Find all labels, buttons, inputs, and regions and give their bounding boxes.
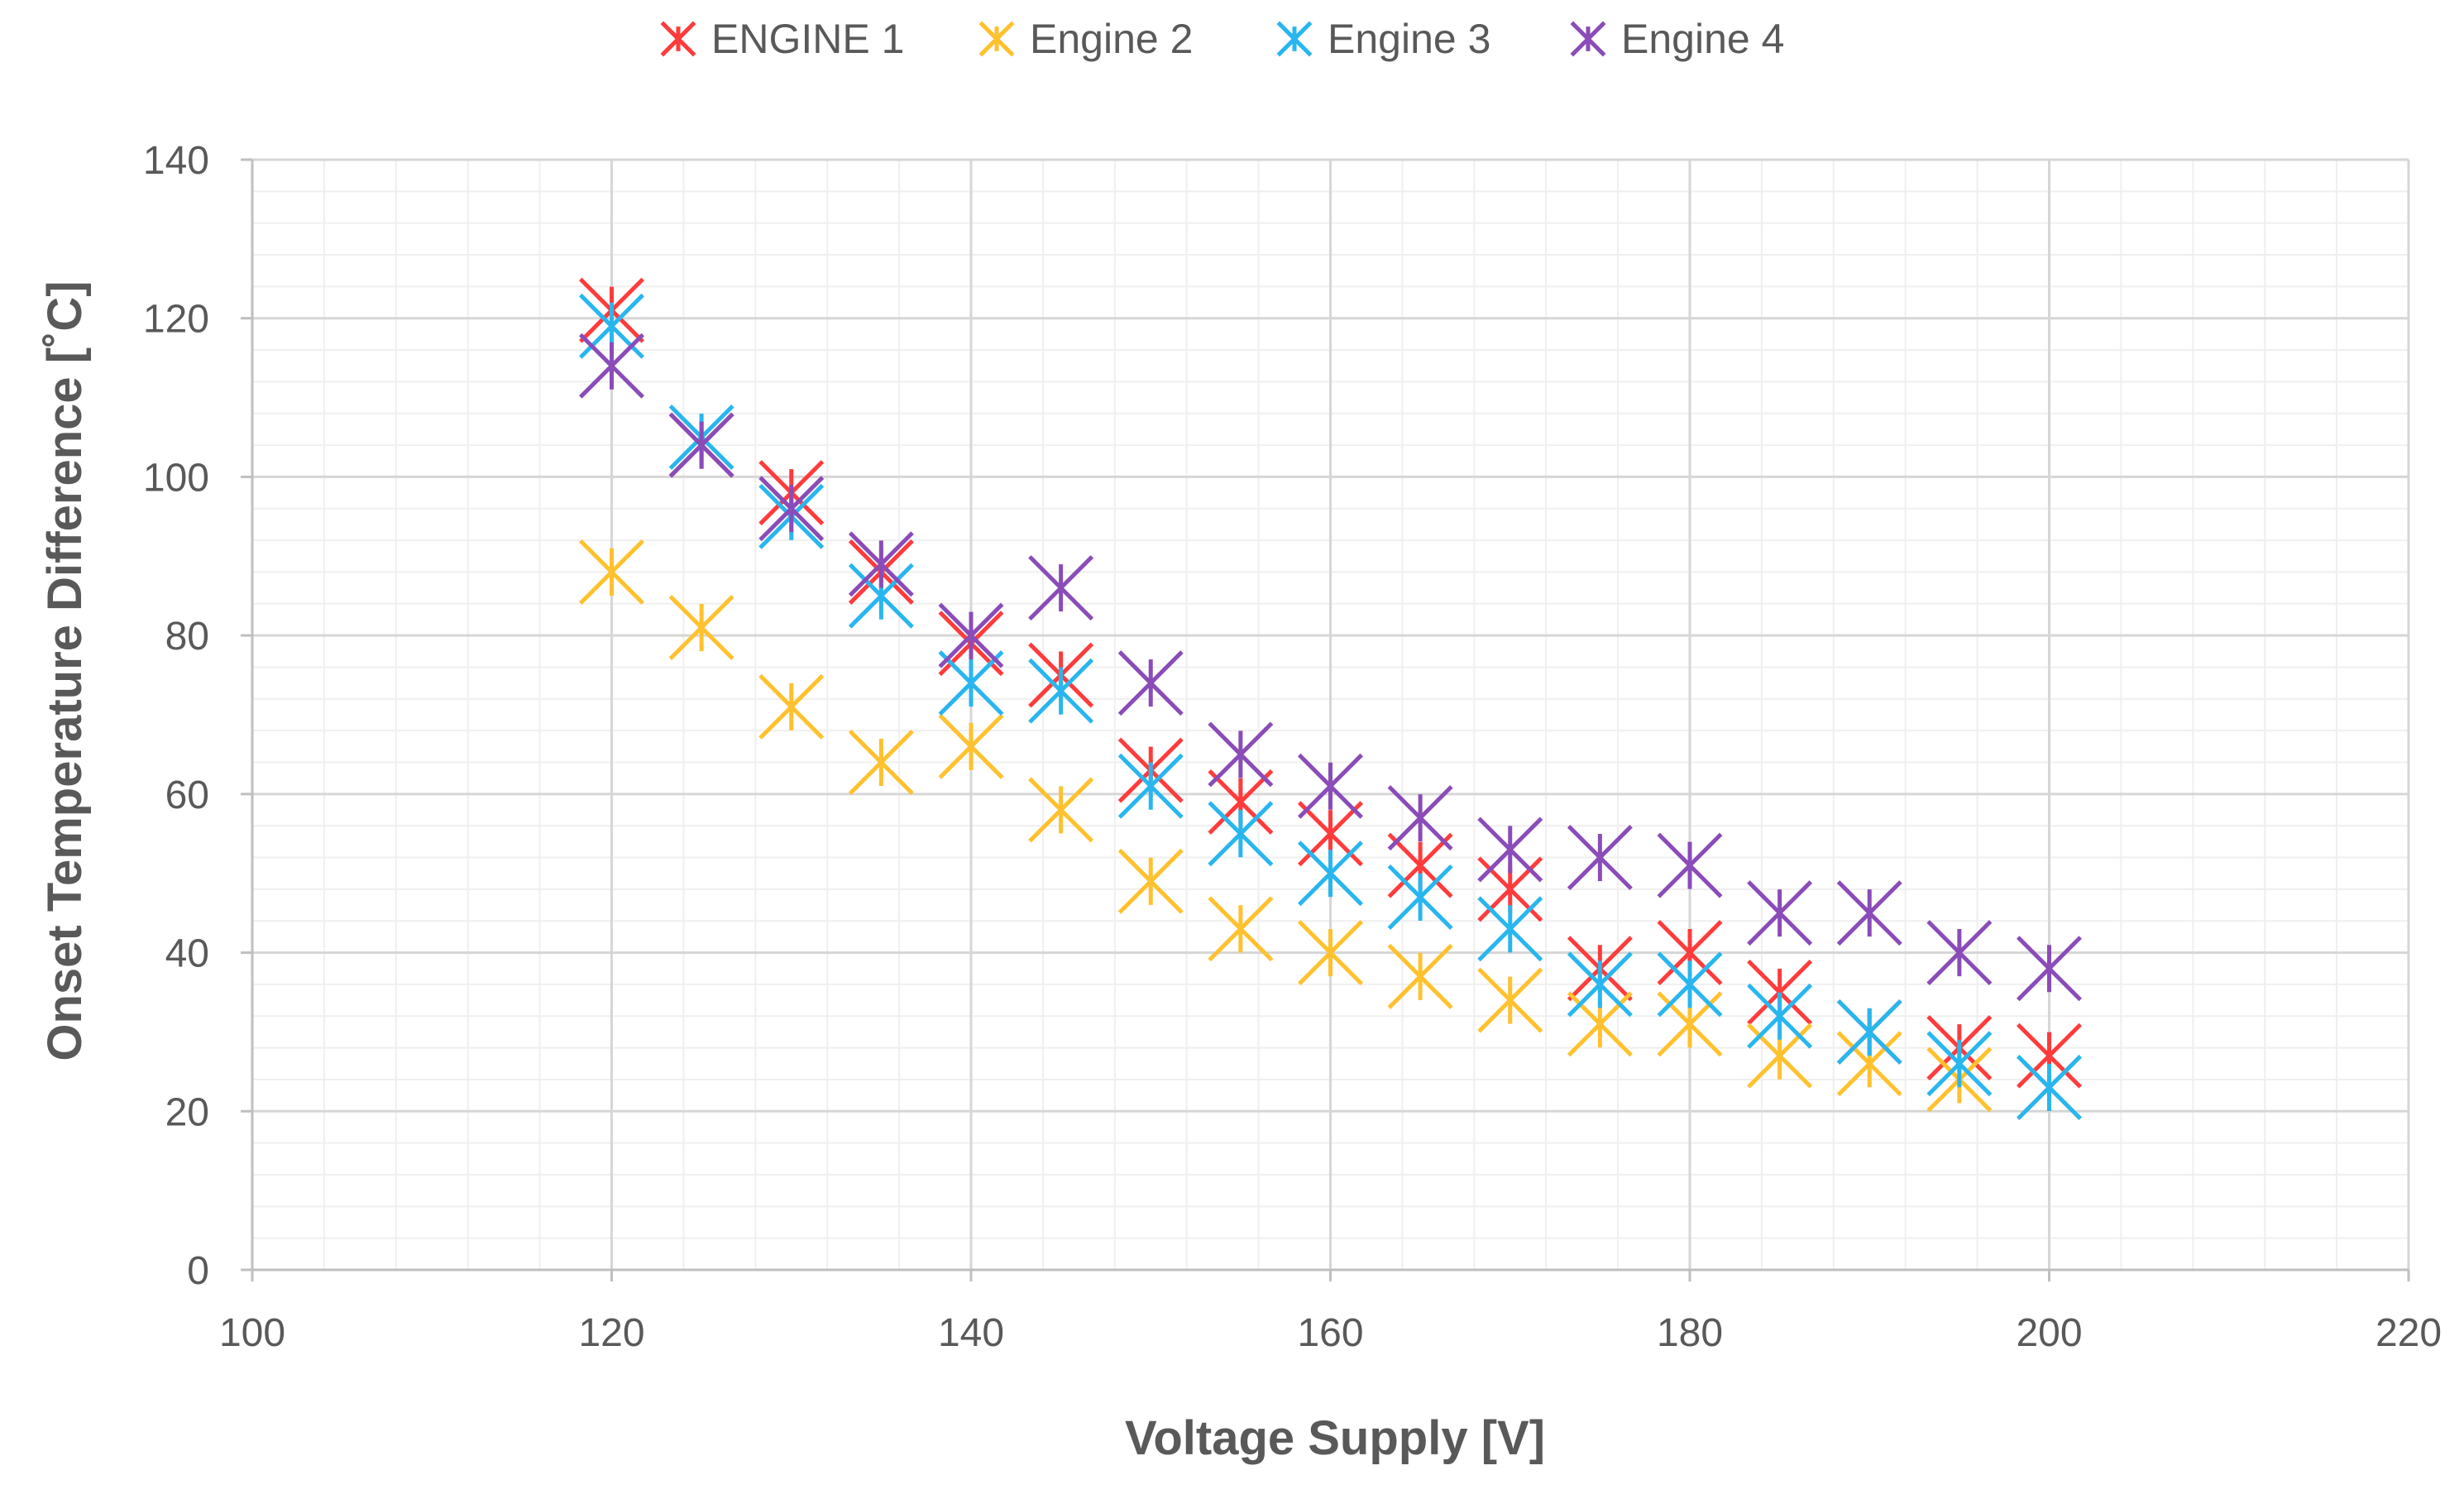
legend-marker-engine-2 — [978, 21, 1015, 57]
data-point-engine-4 — [848, 531, 914, 597]
legend-item-engine-1: ENGINE 1 — [660, 16, 904, 62]
legend-label-engine-3: Engine 3 — [1328, 16, 1490, 62]
y-tick-label: 60 — [165, 773, 209, 817]
y-tick-label: 40 — [165, 932, 209, 976]
legend-label-engine-1: ENGINE 1 — [711, 16, 904, 62]
data-point-engine-2 — [579, 539, 644, 605]
data-point-engine-2 — [1387, 943, 1453, 1009]
data-point-engine-4 — [1477, 817, 1543, 883]
data-point-engine-3 — [1567, 951, 1633, 1018]
x-tick-label: 120 — [578, 1311, 644, 1355]
data-point-engine-2 — [668, 595, 734, 661]
y-tick-label: 140 — [143, 139, 209, 183]
data-point-engine-3 — [1747, 983, 1813, 1049]
data-point-engine-4 — [1657, 832, 1723, 898]
legend-item-engine-4: Engine 4 — [1570, 16, 1784, 62]
legend-label-engine-4: Engine 4 — [1621, 16, 1784, 62]
data-point-engine-2 — [1028, 777, 1094, 843]
legend-marker-engine-4 — [1570, 21, 1606, 57]
data-point-engine-2 — [1208, 896, 1274, 962]
y-tick-label: 120 — [143, 298, 209, 342]
legend-label-engine-2: Engine 2 — [1030, 16, 1193, 62]
data-point-engine-4 — [1117, 650, 1184, 716]
data-point-engine-4 — [1836, 880, 1902, 946]
data-point-engine-2 — [938, 713, 1004, 779]
grid-layer — [251, 158, 2410, 1272]
data-point-engine-3 — [1298, 840, 1363, 907]
axis-layer: 100 120 140 160 180 200 220 0 20 40 60 80 100 120 140 — [143, 139, 2442, 1355]
x-tick-label: 200 — [2016, 1311, 2082, 1355]
marker-layer — [579, 277, 2082, 1121]
x-axis-title: Voltage Supply [V] — [1125, 1411, 1545, 1465]
data-point-engine-3 — [1117, 753, 1184, 819]
x-tick-label: 220 — [2375, 1311, 2442, 1355]
y-tick-label: 20 — [165, 1090, 209, 1134]
series-engine-3 — [579, 293, 2082, 1121]
data-point-engine-3 — [1387, 864, 1453, 930]
series-engine-2 — [579, 539, 2082, 1121]
data-point-engine-3 — [938, 650, 1004, 716]
legend-marker-engine-1 — [660, 21, 696, 57]
data-point-engine-3 — [1836, 999, 1902, 1065]
legend: ENGINE 1 Engine 2 Engine 3 Engine 4 — [660, 16, 1784, 62]
data-point-engine-3 — [1208, 801, 1274, 867]
series-engine-4 — [579, 333, 2082, 1002]
data-point-engine-3 — [1477, 896, 1543, 962]
data-point-engine-4 — [1747, 880, 1813, 946]
data-point-engine-4 — [1028, 555, 1094, 621]
data-point-engine-4 — [938, 602, 1004, 668]
data-point-engine-4 — [1298, 753, 1363, 819]
data-point-engine-4 — [579, 333, 644, 399]
data-point-engine-4 — [1926, 920, 1993, 986]
legend-item-engine-3: Engine 3 — [1276, 16, 1490, 62]
legend-item-engine-2: Engine 2 — [978, 16, 1193, 62]
y-tick-label: 100 — [143, 456, 209, 500]
y-tick-label: 0 — [187, 1249, 209, 1293]
data-point-engine-4 — [758, 476, 825, 542]
data-point-engine-2 — [758, 673, 825, 740]
x-tick-label: 100 — [219, 1311, 285, 1355]
data-point-engine-2 — [1298, 920, 1363, 986]
x-tick-label: 160 — [1297, 1311, 1363, 1355]
data-point-engine-3 — [2017, 1055, 2082, 1121]
data-point-engine-4 — [2017, 936, 2082, 1002]
data-point-engine-2 — [1117, 848, 1184, 914]
data-point-engine-4 — [1208, 721, 1274, 788]
data-point-engine-4 — [1567, 825, 1633, 891]
data-point-engine-4 — [668, 412, 734, 478]
data-point-engine-3 — [1657, 951, 1723, 1018]
legend-marker-engine-3 — [1276, 21, 1313, 57]
x-tick-label: 140 — [938, 1311, 1004, 1355]
y-tick-label: 80 — [165, 615, 209, 659]
y-axis-title: Onset Temperature Difference [˚C] — [38, 280, 92, 1061]
data-point-engine-3 — [1926, 1031, 1993, 1097]
data-point-engine-4 — [1387, 785, 1453, 851]
data-point-engine-2 — [848, 730, 914, 796]
data-point-engine-3 — [1028, 658, 1094, 724]
data-point-engine-2 — [1477, 967, 1543, 1033]
x-tick-label: 180 — [1657, 1311, 1723, 1355]
